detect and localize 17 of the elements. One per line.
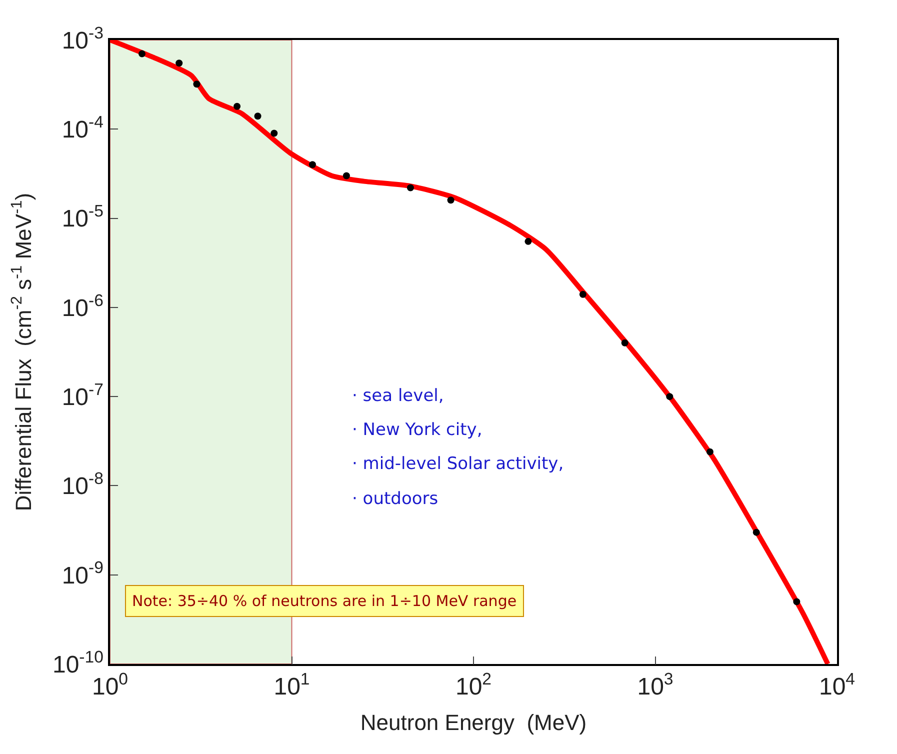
annotation: · outdoors [352, 489, 438, 509]
y-tick-label: 10$^{-4}$ [62, 112, 104, 144]
x-tick-label: 10$^{1}$ [274, 669, 310, 701]
annotation: Note: 35÷40 % of neutrons are in 1÷10 MeV range [132, 592, 517, 610]
x-tick-label: 10$^{4}$ [818, 669, 856, 701]
annotation: · mid-level Solar activity, [352, 454, 564, 474]
annotation: · New York city, [352, 420, 482, 440]
y-tick-label: 10$^{-8}$ [62, 469, 104, 500]
x-tick-label: 10$^{3}$ [637, 669, 674, 701]
y-tick-label: 10$^{-3}$ [62, 23, 104, 54]
x-tick-label: 10$^{2}$ [455, 669, 492, 701]
annotation: · sea level, [352, 386, 444, 406]
y-tick-label: 10$^{-7}$ [62, 380, 104, 411]
y-tick-label: 10$^{-6}$ [62, 290, 104, 322]
y-tick-label: 10$^{-5}$ [62, 202, 104, 233]
y-tick-label: 10$^{-9}$ [62, 558, 104, 590]
x-axis-title: Neutron Energy (MeV) [360, 710, 587, 735]
